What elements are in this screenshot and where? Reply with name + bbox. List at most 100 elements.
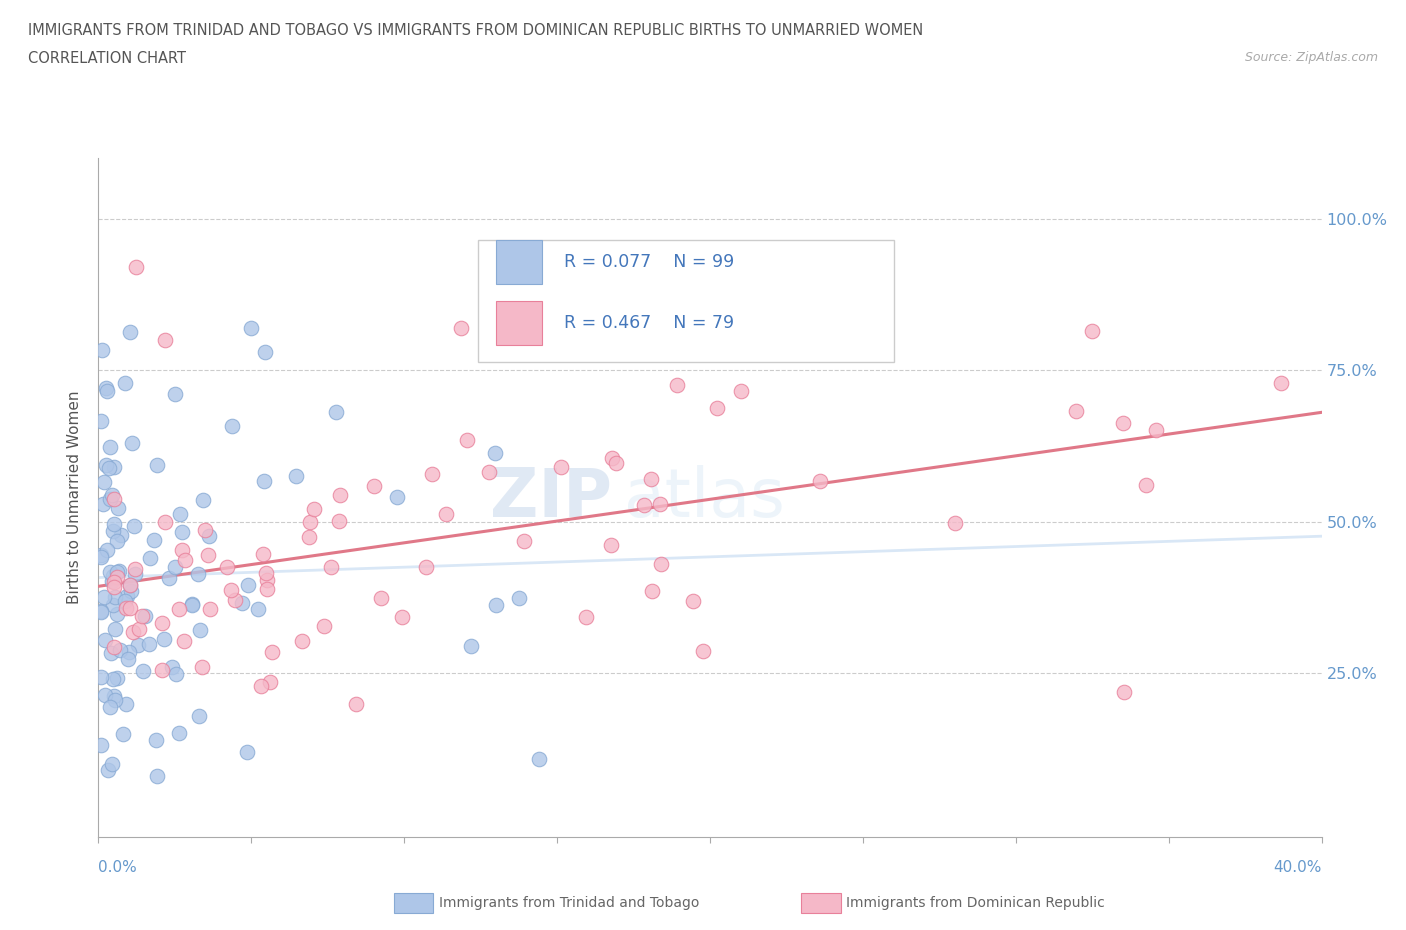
Point (103, 640, 125, 655)
Point (302, 501, 325, 516)
Point (575, 609, 598, 624)
Text: atlas: atlas (624, 465, 786, 530)
Point (121, 625, 143, 640)
Point (415, 560, 437, 575)
Point (150, 662, 173, 677)
Point (252, 547, 274, 562)
Point (285, 469, 308, 484)
Point (363, 478, 385, 493)
Point (605, 455, 627, 470)
Point (94, 632, 117, 647)
Point (655, 284, 678, 299)
Point (115, 697, 138, 711)
Point (124, 259, 146, 274)
Text: Immigrants from Dominican Republic: Immigrants from Dominican Republic (846, 896, 1105, 910)
Point (1270, 376, 1292, 391)
Point (633, 498, 655, 512)
Point (160, 659, 183, 674)
Point (104, 621, 127, 636)
Point (90, 604, 112, 618)
Bar (496, 300, 543, 345)
Point (167, 602, 190, 617)
Point (329, 487, 352, 502)
Point (134, 608, 156, 623)
Point (450, 321, 472, 336)
Point (103, 459, 125, 474)
Point (328, 513, 350, 528)
Point (110, 643, 132, 658)
Point (98, 699, 121, 714)
Point (150, 616, 173, 631)
Point (90, 604, 112, 619)
Point (117, 652, 139, 667)
Point (321, 559, 343, 574)
Point (484, 445, 506, 460)
Point (103, 689, 125, 704)
Point (665, 378, 688, 392)
Point (219, 583, 242, 598)
Point (101, 757, 124, 772)
Point (138, 636, 160, 651)
Point (146, 769, 169, 784)
Point (1064, 404, 1087, 418)
Point (246, 601, 269, 616)
Point (93, 590, 115, 604)
Point (90, 670, 112, 684)
Point (96, 381, 118, 396)
Point (1112, 684, 1135, 699)
Point (224, 592, 246, 607)
Point (456, 432, 478, 447)
Point (259, 674, 281, 689)
Point (550, 459, 572, 474)
Point (98, 492, 121, 507)
Point (169, 506, 191, 521)
Point (344, 697, 367, 711)
Point (236, 745, 259, 760)
Point (101, 524, 124, 538)
Point (146, 458, 169, 472)
Point (198, 602, 221, 617)
Point (385, 490, 408, 505)
Point (104, 590, 127, 604)
Point (188, 622, 211, 637)
Point (118, 601, 141, 616)
Y-axis label: Births to Unmarried Women: Births to Unmarried Women (67, 391, 83, 604)
Point (172, 543, 194, 558)
Point (94, 458, 117, 472)
Point (253, 473, 276, 488)
Point (94, 687, 117, 702)
Text: Source: ZipAtlas.com: Source: ZipAtlas.com (1244, 51, 1378, 64)
Point (118, 578, 141, 592)
Point (100, 645, 122, 660)
Point (198, 528, 221, 543)
Point (253, 345, 276, 360)
Point (107, 500, 129, 515)
Point (236, 578, 259, 592)
Point (153, 515, 176, 530)
Point (115, 589, 138, 604)
Bar (496, 240, 543, 284)
Point (132, 664, 155, 679)
Point (101, 487, 124, 502)
Point (239, 321, 262, 336)
Point (105, 671, 128, 685)
Point (191, 660, 214, 675)
Point (391, 610, 413, 625)
Point (231, 595, 253, 610)
Point (139, 551, 162, 565)
Point (434, 507, 457, 522)
Point (122, 519, 145, 534)
Point (298, 530, 321, 545)
Point (105, 569, 128, 584)
Point (193, 492, 215, 507)
Point (104, 692, 127, 707)
Point (692, 644, 714, 659)
Point (648, 497, 671, 512)
Point (188, 709, 211, 724)
Point (121, 583, 143, 598)
Point (157, 570, 180, 585)
Point (706, 401, 728, 416)
Point (153, 631, 176, 646)
Point (254, 565, 277, 580)
Point (215, 560, 238, 575)
